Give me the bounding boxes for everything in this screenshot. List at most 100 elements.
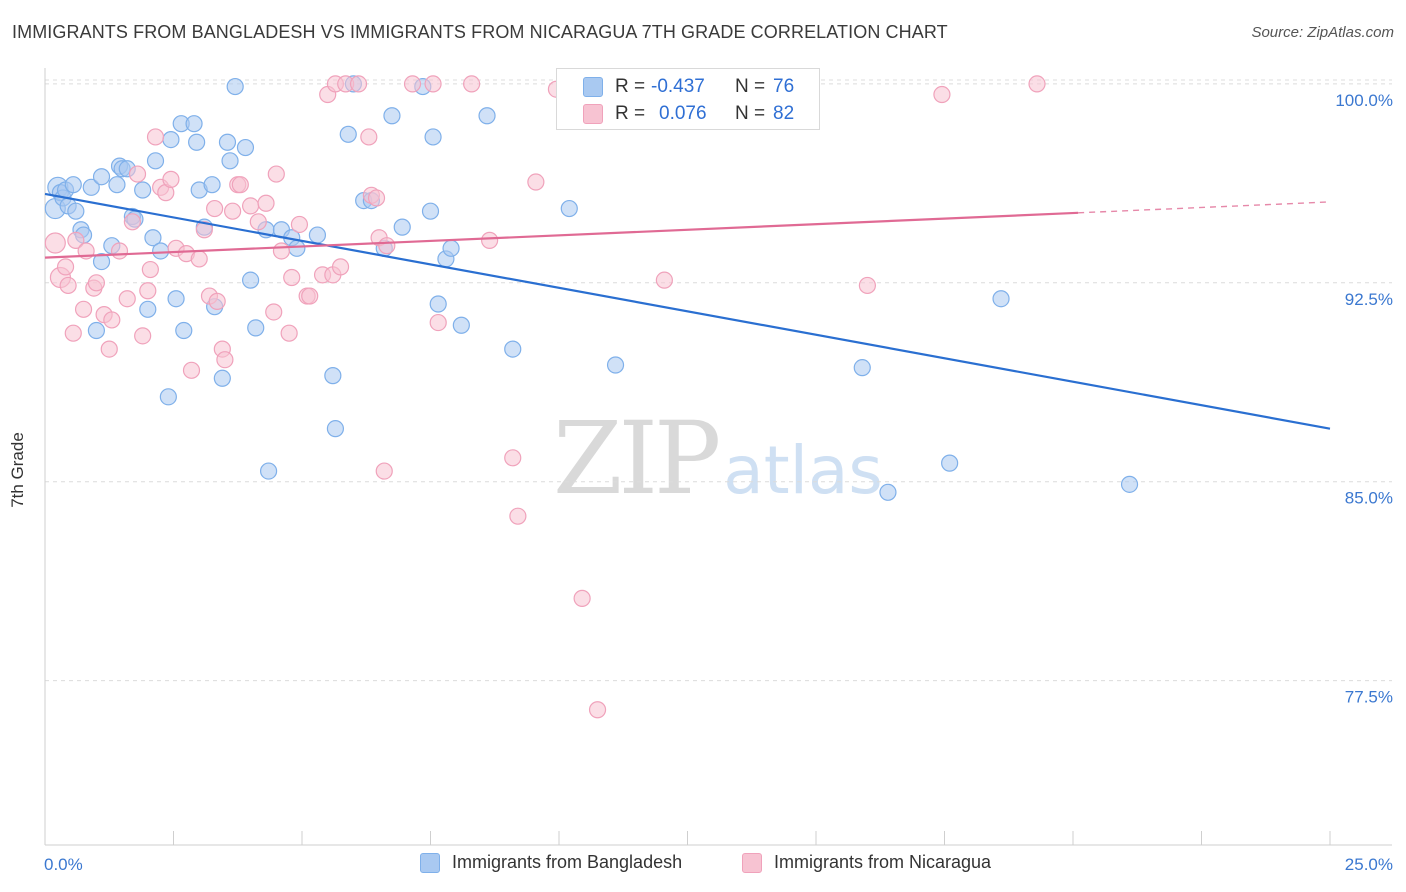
point-nicaragua [367,189,386,207]
point-bangladesh [167,290,185,308]
point-bangladesh [92,168,111,186]
point-bangladesh [324,367,342,385]
x-tick-label: 25.0% [1345,855,1393,874]
point-bangladesh [442,239,460,257]
point-bangladesh [139,300,157,318]
stats-r-label: R = [615,76,646,97]
point-bangladesh [188,133,206,151]
point-nicaragua [267,165,285,183]
stats-n-value: 76 [773,76,795,97]
y-tick-label: 85.0% [1345,489,1393,508]
point-nicaragua [110,242,129,260]
point-bangladesh [87,321,106,340]
point-nicaragua [59,276,77,295]
point-bangladesh [606,356,625,374]
point-nicaragua [128,165,147,183]
legend-item-nicaragua[interactable]: Immigrants from Nicaragua [742,852,991,873]
stats-legend: R = -0.437 N = 76 R = 0.076 N = 82 [556,68,820,130]
point-nicaragua [182,361,201,379]
point-nicaragua [224,202,242,220]
chart-title: IMMIGRANTS FROM BANGLADESH VS IMMIGRANTS… [12,22,948,42]
point-nicaragua [206,199,224,218]
point-nicaragua [257,194,275,212]
point-nicaragua [588,701,607,719]
point-bangladesh [288,239,306,257]
point-nicaragua [56,258,75,276]
point-bangladesh [242,271,260,289]
point-bangladesh [339,125,357,143]
point-nicaragua [527,173,545,191]
x-tick-label: 0.0% [44,855,83,874]
stats-swatch-bangladesh [583,77,603,97]
point-nicaragua [103,311,121,329]
point-nicaragua [67,231,85,249]
point-nicaragua [933,85,951,104]
point-nicaragua [424,75,442,93]
point-bangladesh [236,138,255,157]
point-bangladesh [393,218,411,236]
point-nicaragua [208,292,226,310]
point-nicaragua [216,351,234,369]
point-nicaragua [1028,75,1046,93]
trendline-extension-nicaragua [1078,201,1331,214]
point-bangladesh [218,133,237,151]
point-nicaragua [134,327,152,345]
watermark-zip: ZIP [553,400,721,517]
point-nicaragua [195,221,213,239]
bottom-legend: Immigrants from Bangladesh Immigrants fr… [0,852,1406,878]
point-nicaragua [100,340,118,358]
stats-r-value: -0.437 [651,76,705,97]
point-nicaragua [64,324,82,342]
point-nicaragua [429,313,447,332]
point-nicaragua [242,197,260,215]
point-bangladesh [429,295,447,313]
stats-n-value: 82 [773,103,795,124]
point-bangladesh [162,131,180,149]
point-nicaragua [162,170,180,188]
point-bangladesh [64,176,82,194]
point-bangladesh [226,77,244,96]
point-nicaragua [87,274,106,292]
point-bangladesh [452,316,470,334]
point-nicaragua [272,242,291,260]
point-bangladesh [82,178,100,196]
legend-item-bangladesh[interactable]: Immigrants from Bangladesh [420,852,682,873]
point-bangladesh [853,359,871,377]
point-bangladesh [213,369,231,387]
point-bangladesh [92,252,111,271]
point-bangladesh [152,242,170,260]
legend-swatch-nicaragua [742,852,762,873]
point-nicaragua [283,268,301,287]
source-label: Source: ZipAtlas.com [1251,24,1394,41]
point-bangladesh [221,152,239,170]
point-bangladesh [146,152,165,170]
point-bangladesh [941,454,959,472]
point-nicaragua [349,75,368,93]
point-nicaragua [265,303,283,321]
point-bangladesh [879,483,897,501]
point-nicaragua [481,231,499,249]
stats-r-value: 0.076 [659,103,707,124]
stats-swatch-nicaragua [583,104,603,124]
point-nicaragua [74,300,93,318]
point-nicaragua [331,258,350,276]
watermark: ZIPatlas [553,400,883,517]
watermark-atlas: atlas [723,432,883,509]
legend-label-bangladesh: Immigrants from Bangladesh [452,852,683,872]
point-bangladesh [421,202,440,220]
y-tick-label: 92.5% [1345,290,1393,309]
point-nicaragua [504,449,522,467]
point-nicaragua [118,290,136,308]
point-bangladesh [108,176,126,194]
point-nicaragua [249,213,267,231]
y-tick-label: 77.5% [1345,688,1393,707]
point-bangladesh [203,176,221,194]
point-nicaragua [403,75,422,93]
point-bangladesh [144,229,162,247]
stats-n-label: N = [735,103,766,124]
point-bangladesh [560,199,578,218]
point-nicaragua [123,213,141,231]
stats-row-nicaragua: R = 0.076 N = 82 [557,101,821,127]
trendline-nicaragua [44,211,1079,259]
